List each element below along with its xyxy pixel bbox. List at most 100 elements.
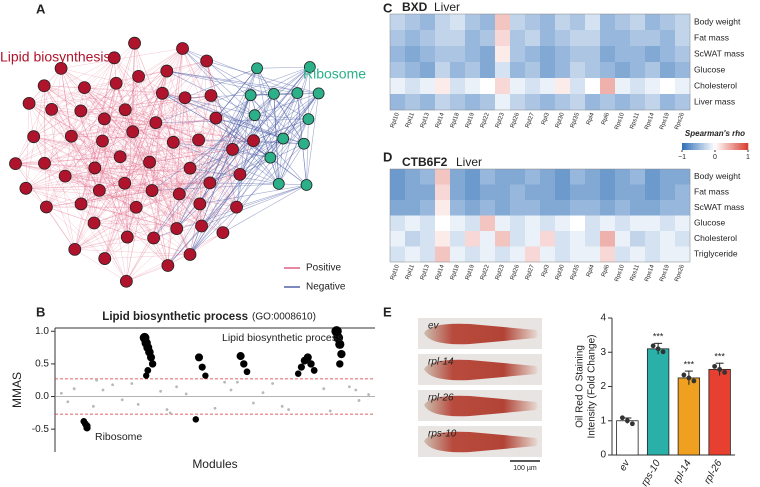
heatmap-cell xyxy=(465,184,481,201)
y-axis-label: MMAS xyxy=(10,372,24,408)
heatmap-cell xyxy=(645,94,661,111)
panel-label: D xyxy=(383,149,392,164)
lipid-node xyxy=(54,62,68,75)
lipid-node xyxy=(119,274,133,288)
positive-edge xyxy=(151,93,163,191)
heatmap-cell xyxy=(555,78,571,95)
negative-edge xyxy=(236,184,307,208)
point xyxy=(236,352,245,361)
lipid-node xyxy=(132,69,145,83)
positive-edge xyxy=(119,70,167,157)
positive-edge xyxy=(46,206,75,250)
heatmap-cell xyxy=(390,94,406,111)
heatmap-cell xyxy=(615,62,631,79)
positive-edge xyxy=(138,76,202,227)
heatmap-cell xyxy=(405,184,421,201)
positive-edge xyxy=(99,190,137,208)
positive-edge xyxy=(29,93,163,104)
positive-edge xyxy=(28,103,137,208)
positive-edge xyxy=(104,190,153,259)
negative-edge xyxy=(209,138,284,184)
positive-edge xyxy=(43,85,128,238)
positive-edge xyxy=(132,131,201,205)
image-label: ev xyxy=(428,321,440,332)
positive-edge xyxy=(132,131,191,255)
row-label: Cholesterol xyxy=(694,233,737,243)
heatmap-cell xyxy=(525,62,541,79)
heatmap-cell xyxy=(510,62,526,79)
lipid-node xyxy=(200,54,214,68)
heatmap-cell xyxy=(600,246,616,263)
positive-edge xyxy=(44,163,127,282)
heatmap-cell xyxy=(660,184,676,201)
heatmap-cell xyxy=(510,46,526,63)
colorbar-swatch xyxy=(723,143,727,150)
heatmap-cell xyxy=(570,30,586,47)
group-label: Lipid biosynthesis xyxy=(0,49,111,65)
heatmap-cell xyxy=(405,169,421,185)
positive-edge xyxy=(71,136,100,191)
heatmap-cell xyxy=(585,14,601,31)
positive-edge xyxy=(99,190,202,227)
column-label: Rpl30 xyxy=(555,264,566,281)
lipid-node xyxy=(109,76,123,90)
negative-edge xyxy=(209,182,279,185)
positive-edge xyxy=(44,85,156,123)
heatmap-cell xyxy=(555,14,571,31)
heatmap-cell xyxy=(555,169,571,185)
positive-edge xyxy=(84,87,199,141)
heatmap-cell xyxy=(480,215,496,232)
positive-edge xyxy=(44,110,82,164)
heatmap-cell xyxy=(645,200,661,216)
negative-edge xyxy=(201,184,307,227)
heatmap-cell xyxy=(675,14,691,31)
lipid-node xyxy=(147,231,161,245)
column-label: Rps11 xyxy=(629,264,641,283)
heatmap-cell xyxy=(675,30,691,47)
heatmap-cell xyxy=(510,78,526,95)
ribosome-node xyxy=(302,113,315,126)
panel-label: C xyxy=(383,0,393,15)
heatmap-cell xyxy=(465,94,481,111)
negative-edge xyxy=(273,66,311,95)
heatmap-title: CTB6F2 xyxy=(402,155,448,169)
heatmap-cell xyxy=(435,30,451,47)
heatmap-cell xyxy=(450,169,466,185)
positive-edge xyxy=(25,188,177,229)
positive-edge xyxy=(104,254,191,259)
heatmap-cell xyxy=(660,94,676,111)
heatmap-cell xyxy=(525,169,541,185)
positive-edge xyxy=(125,93,163,110)
negative-edge xyxy=(173,141,271,158)
heatmap-cell xyxy=(435,215,451,232)
heatmap-cell xyxy=(525,94,541,111)
heatmap-cell xyxy=(435,94,451,111)
colorbar-swatch xyxy=(719,143,722,150)
y-tick-label: 4 xyxy=(600,313,606,324)
negative-edge xyxy=(189,118,309,255)
heatmap-cell xyxy=(570,14,586,31)
column-label: Rpl14 xyxy=(435,264,446,281)
negative-edge xyxy=(199,184,307,205)
positive-edge xyxy=(93,183,125,224)
negative-edge xyxy=(206,60,319,94)
colorbar-swatch xyxy=(737,143,740,150)
heatmap-cell xyxy=(435,62,451,79)
heatmap-cell xyxy=(495,246,511,263)
heatmap-cell xyxy=(585,200,601,216)
column-label: Rpl18 xyxy=(450,112,461,129)
positive-edge xyxy=(126,71,168,282)
positive-edge xyxy=(124,183,128,238)
positive-edge xyxy=(93,222,191,255)
ribosome-node xyxy=(267,87,280,100)
heatmap-cell xyxy=(450,62,466,79)
column-label: Rpl3 xyxy=(541,112,551,126)
heatmap-cell xyxy=(480,14,496,31)
x-axis-label: Modules xyxy=(192,457,237,471)
heatmap-cell xyxy=(480,200,496,216)
point xyxy=(198,363,206,371)
bar xyxy=(646,348,670,456)
column-label: Rpl35 xyxy=(570,112,581,129)
heatmap-cell xyxy=(660,78,676,95)
positive-edge xyxy=(206,60,237,208)
